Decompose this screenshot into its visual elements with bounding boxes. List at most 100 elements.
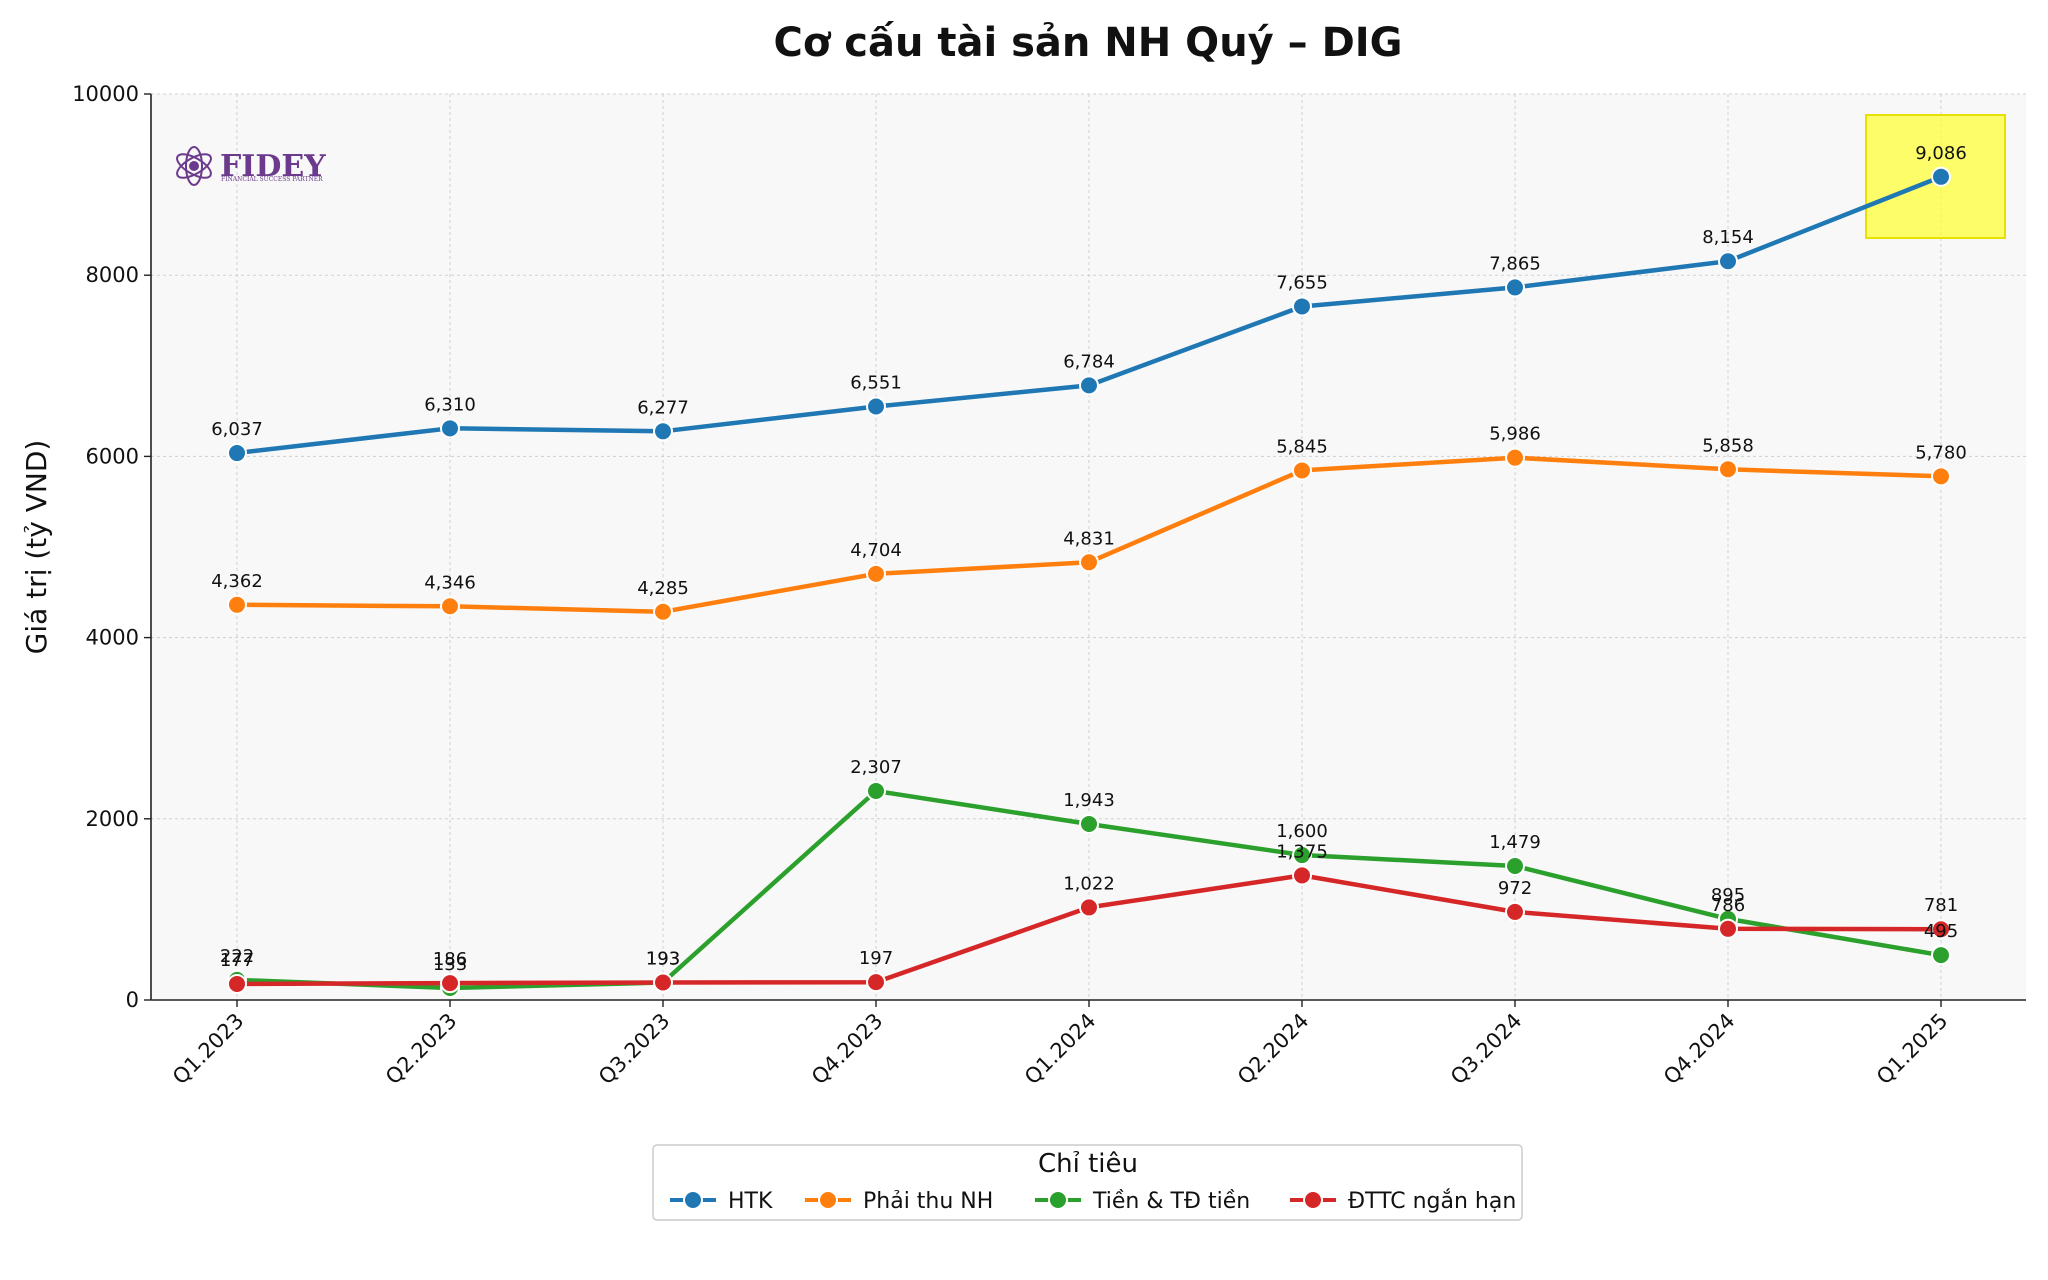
series-layer — [227, 166, 1951, 998]
data-label: 4,346 — [424, 572, 476, 593]
series-group — [227, 865, 1951, 994]
y-axis-label: Giá trị (tỷ VND) — [20, 440, 53, 655]
series-group — [227, 166, 1951, 464]
data-point — [1079, 897, 1099, 918]
data-point — [1505, 447, 1525, 468]
y-tick-label: 10000 — [72, 82, 139, 106]
data-point — [866, 396, 886, 417]
legend-label: Phải thu NH — [863, 1189, 993, 1214]
data-point — [866, 780, 886, 801]
data-label: 7,655 — [1276, 272, 1328, 293]
data-label: 5,780 — [1915, 442, 1967, 463]
data-point — [1079, 552, 1099, 573]
data-point — [866, 563, 886, 584]
data-point — [1931, 166, 1951, 187]
data-point — [440, 418, 460, 439]
data-point — [1292, 296, 1312, 317]
logo-emblem-icon — [176, 146, 212, 186]
data-point — [1505, 901, 1525, 922]
legend-marker — [1048, 1190, 1068, 1210]
data-label: 4,285 — [637, 578, 689, 599]
logo-tagline: FINANCIAL SUCCESS PARTNER — [221, 176, 323, 183]
legend-marker — [818, 1190, 838, 1210]
y-tick-label: 2000 — [86, 807, 139, 831]
data-label: 1,600 — [1276, 821, 1328, 842]
data-label: 222 — [220, 946, 254, 967]
data-point — [1718, 918, 1738, 939]
data-label: 895 — [1711, 885, 1745, 906]
y-tick-label: 8000 — [86, 263, 139, 287]
data-point — [1079, 813, 1099, 834]
legend-label: ĐTTC ngắn hạn — [1348, 1189, 1516, 1214]
data-label: 9,086 — [1915, 143, 1967, 164]
data-label: 6,037 — [211, 419, 263, 440]
data-label: 193 — [646, 949, 680, 970]
data-point — [440, 973, 460, 994]
data-label: 1,943 — [1063, 790, 1115, 811]
data-point — [1292, 460, 1312, 481]
legend-items: HTK Phải thu NH Tiền & TĐ tiền ĐTTC ngắn hạ… — [670, 1189, 1516, 1214]
data-point — [440, 596, 460, 617]
data-label: 6,277 — [637, 397, 689, 418]
data-labels-layer: 6,037 6,310 6,277 6,551 6,784 7,655 7,865 8,154… — [211, 143, 1967, 975]
data-point — [227, 973, 247, 994]
y-tick-label: 0 — [126, 988, 139, 1012]
data-point — [653, 421, 673, 442]
legend-item: Tiền & TĐ tiền — [1035, 1189, 1250, 1214]
legend-item: HTK — [670, 1189, 773, 1214]
data-point — [1718, 251, 1738, 272]
data-label: 1,375 — [1276, 841, 1328, 862]
data-point — [866, 972, 886, 993]
data-label: 4,831 — [1063, 528, 1115, 549]
data-label: 495 — [1924, 921, 1958, 942]
logo-wordmark: FIDEY — [220, 149, 326, 184]
data-label: 6,310 — [424, 394, 476, 415]
data-label: 193 — [646, 949, 680, 970]
data-point — [653, 601, 673, 622]
data-point — [1079, 375, 1099, 396]
y-tick-label: 6000 — [86, 444, 139, 468]
data-point — [1931, 919, 1951, 940]
grid-lines — [151, 93, 2026, 1001]
chart-title: Cơ cấu tài sản NH Quý – DIG — [773, 20, 1402, 66]
legend: Chỉ tiêu HTK Phải thu NH Tiền & TĐ tiền ĐTT… — [652, 1144, 1523, 1221]
data-label: 186 — [433, 949, 467, 970]
data-point — [227, 443, 247, 464]
legend-label: HTK — [728, 1189, 773, 1214]
data-point — [227, 594, 247, 615]
data-label: 5,986 — [1489, 424, 1541, 445]
legend-title: Chỉ tiêu — [1038, 1149, 1138, 1179]
data-label: 5,858 — [1702, 435, 1754, 456]
data-label: 972 — [1498, 878, 1532, 899]
legend-label: Tiền & TĐ tiền — [1092, 1189, 1250, 1214]
data-label: 781 — [1924, 895, 1958, 916]
legend-item: Phải thu NH — [805, 1189, 993, 1214]
legend-marker — [1303, 1190, 1323, 1210]
data-label: 4,362 — [211, 571, 263, 592]
data-point — [1931, 466, 1951, 487]
data-point — [1292, 865, 1312, 886]
data-label: 1,022 — [1063, 873, 1115, 894]
y-tick-label: 4000 — [86, 626, 139, 650]
data-label: 6,551 — [850, 372, 902, 393]
data-point — [653, 972, 673, 993]
data-label: 2,307 — [850, 757, 902, 778]
data-label: 177 — [220, 950, 254, 971]
data-label: 1,479 — [1489, 832, 1541, 853]
data-point — [1718, 459, 1738, 480]
legend-marker — [683, 1190, 703, 1210]
data-point — [1505, 856, 1525, 877]
data-label: 4,704 — [850, 540, 902, 561]
data-label: 786 — [1711, 895, 1745, 916]
data-label: 197 — [859, 948, 893, 969]
legend-item: ĐTTC ngắn hạn — [1290, 1189, 1516, 1214]
data-label: 8,154 — [1702, 227, 1754, 248]
data-point — [1292, 845, 1312, 866]
data-label: 133 — [433, 954, 467, 975]
data-point — [1931, 945, 1951, 966]
data-label: 6,784 — [1063, 351, 1115, 372]
data-label: 5,845 — [1276, 436, 1328, 457]
data-label: 7,865 — [1489, 253, 1541, 274]
